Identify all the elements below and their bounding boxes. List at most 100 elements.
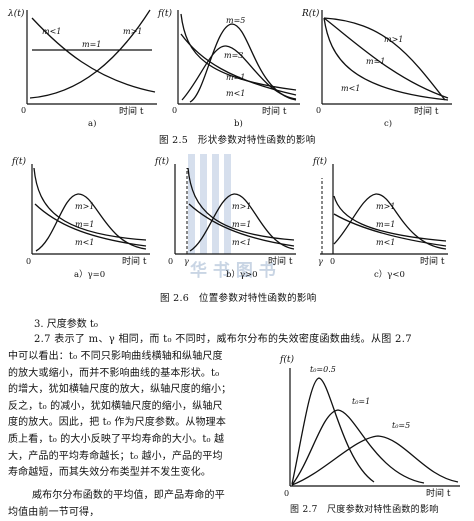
curve-m-lt-1 (323, 17, 449, 101)
label-m-gt-1: m>1 (123, 27, 142, 36)
fig25-panel-a: λ(t) 时间 t 0 m<1 m>1 m=1 a) (7, 8, 157, 129)
figure-2-7: f(t) 时间 t 0 t₀=0.5 t₀=1 t₀=5 (279, 354, 460, 498)
curve-t0-0-5 (291, 377, 375, 485)
watermark-text: 华 书 图 书 (190, 260, 276, 281)
text-line: 寿命越短，而其失效分布类型并不发生变化。 (8, 467, 211, 479)
curve-m-lt-1 (333, 195, 447, 242)
curve-m-5 (189, 23, 297, 103)
label-m-gt-1: m>1 (384, 35, 403, 44)
fig26-panel-a: f(t) 时间 t 0 m>1 m=1 m<1 a）γ=0 (11, 156, 150, 280)
label-m-gt-1: m>1 (232, 202, 251, 211)
paragraph-1: 中可以看出：t₀ 不同只影响曲线横轴和纵轴尺度 的放大或缩小，而并不影响曲线的基… (8, 349, 270, 482)
fig26-panel-c: f(t) 时间 t 0 γ m>1 m=1 m<1 c）γ<0 (312, 156, 448, 280)
curve-m-gt-1 (35, 193, 147, 252)
y-axis-label: R(t) (301, 8, 320, 19)
label-t0-5: t₀=5 (392, 421, 410, 430)
subfig-label: b) (234, 118, 243, 129)
text-line: 的放大或缩小，而并不影响曲线的基本形状。t₀ (8, 367, 220, 379)
label-t0-1: t₀=1 (352, 397, 370, 406)
figure-2-6: 华 书 图 书 f(t) 时间 t 0 m>1 m=1 m<1 a）γ=0 f(… (11, 154, 448, 281)
curve-m-gt-1 (323, 17, 446, 101)
text-line: 均值由前一节可得， (8, 506, 100, 518)
x-axis-label: 时间 t (426, 487, 451, 498)
y-axis-label: f(t) (279, 354, 294, 365)
curve-m-1 (180, 33, 297, 96)
origin-label: 0 (168, 257, 173, 266)
gamma-label: γ (184, 257, 189, 266)
origin-label: 0 (316, 106, 321, 115)
x-axis-label: 时间 t (414, 105, 439, 117)
label-m-eq-1: m=1 (376, 220, 395, 229)
curve-m-lt-1 (187, 167, 295, 241)
x-axis-label: 时间 t (268, 255, 293, 267)
label-m-eq-1: m=1 (82, 40, 101, 49)
curve-m-eq-1 (34, 203, 147, 247)
label-m-gt-1: m>1 (75, 202, 94, 211)
y-axis-label: f(t) (312, 156, 327, 167)
paragraph-2: 威布尔分布函数的平均值，即产品寿命的平 均值由前一节可得， (8, 488, 270, 521)
paragraph-1-first-line: 2.7 表示了 m、γ 相同，而 t₀ 不同时，威布尔分布的失效密度函数曲线。从… (34, 334, 412, 345)
gamma-label: γ (318, 257, 323, 266)
label-t0-0-5: t₀=0.5 (310, 365, 336, 374)
figure-2-5: λ(t) 时间 t 0 m<1 m>1 m=1 a) f(t) 时间 t 0 m… (7, 8, 452, 129)
label-m-gt-1: m>1 (376, 202, 395, 211)
label-m-lt-1: m<1 (232, 238, 251, 247)
text-line: 质上看，t₀ 的大小反映了平均寿命的大小。t₀ 越 (8, 433, 225, 445)
curve-m-lt-1 (31, 17, 156, 93)
subfig-label: a）γ=0 (74, 269, 105, 280)
x-axis-label: 时间 t (122, 255, 147, 267)
figure-2-5-caption: 图 2.5 形状参数对特性函数的影响 (159, 135, 316, 146)
label-m-lt-1: m<1 (75, 238, 94, 247)
origin-label: 0 (172, 106, 177, 115)
figure-2-7-caption: 图 2.7 尺度参数对特性函数的影响 (290, 505, 439, 515)
label-m-eq-1: m=1 (366, 57, 385, 66)
fig25-panel-b: f(t) 时间 t 0 m=5 m=3 m=1 m<1 b) (157, 8, 300, 129)
curve-m-eq-1 (333, 213, 447, 247)
subfig-label: c）γ<0 (374, 269, 405, 280)
y-axis-label: f(t) (11, 156, 26, 167)
figure-2-6-caption: 图 2.6 位置参数对特性函数的影响 (160, 293, 317, 304)
curve-m-gt-1 (29, 9, 151, 99)
label-m-eq-1: m=1 (75, 220, 94, 229)
origin-label: 0 (284, 489, 289, 498)
curve-m-gt-1 (189, 193, 295, 252)
label-m-lt-1: m<1 (341, 84, 360, 93)
text-line: 威布尔分布函数的平均值，即产品寿命的平 (32, 490, 225, 501)
label-m-3: m=3 (224, 51, 243, 60)
fig25-panel-c: R(t) 时间 t 0 m>1 m=1 m<1 c) (301, 8, 452, 129)
label-m-eq-1: m=1 (232, 220, 251, 229)
x-axis-label: 时间 t (119, 105, 144, 117)
label-m-lt-1: m<1 (42, 27, 61, 36)
origin-label: 0 (26, 257, 31, 266)
y-axis-label: f(t) (154, 156, 169, 167)
section-heading: 3. 尺度参数 t₀ (34, 319, 98, 330)
origin-label: 0 (330, 257, 335, 266)
text-line: 度的放大。因此，把 t₀ 作为尺度参数。从物理本 (8, 417, 226, 429)
curve-t0-5 (291, 435, 459, 486)
subfig-label: a) (88, 118, 96, 129)
text-line: 的增大，犹如横轴尺度的放大，纵轴尺度的缩小； (8, 384, 232, 396)
label-m-lt-1: m<1 (376, 238, 395, 247)
curve-m-lt-1 (180, 13, 297, 91)
x-axis-label: 时间 t (420, 255, 445, 267)
curve-m-lt-1 (33, 167, 147, 241)
label-m-5: m=5 (226, 16, 245, 25)
curve-m-gt-1 (333, 193, 447, 250)
text-line: 大，产品的平均寿命越长；t₀ 越小，产品的平均 (8, 450, 223, 462)
curve-m-eq-1 (323, 17, 449, 99)
subfig-label: c) (384, 118, 392, 129)
text-line: 中可以看出：t₀ 不同只影响曲线横轴和纵轴尺度 (8, 351, 223, 362)
curve-m-eq-1 (188, 203, 295, 247)
curve-m-3 (181, 45, 297, 101)
watermark: 华 书 图 书 (188, 154, 276, 281)
curve-t0-1 (291, 409, 425, 486)
subfig-label: b）γ>0 (226, 269, 258, 280)
x-axis-label: 时间 t (262, 105, 287, 117)
label-m-1: m=1 (226, 73, 245, 82)
label-m-lt-1: m<1 (226, 89, 245, 98)
y-axis-label: f(t) (157, 8, 172, 19)
y-axis-label: λ(t) (7, 8, 25, 19)
origin-label: 0 (21, 106, 26, 115)
fig26-panel-b: f(t) 时间 t 0 γ m>1 m=1 m<1 b）γ>0 (154, 156, 296, 280)
text-line: 反之，t₀ 的减小，犹如横轴尺度的缩小，纵轴尺 (8, 400, 223, 412)
